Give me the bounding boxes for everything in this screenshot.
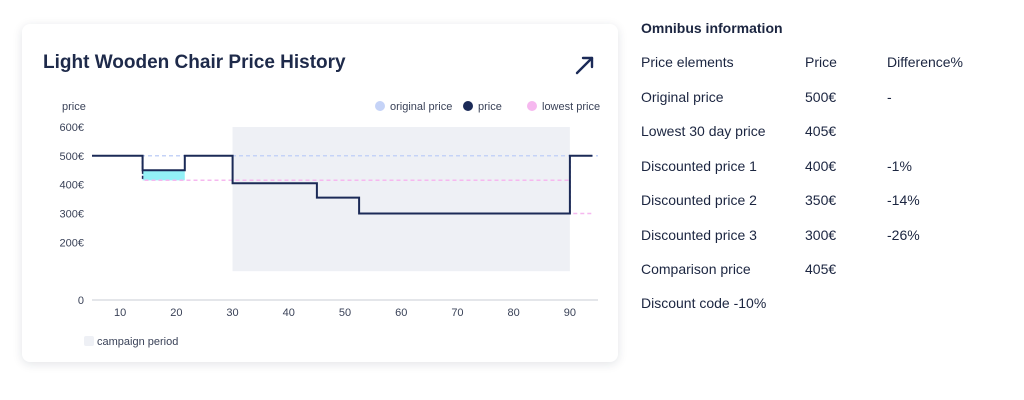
header-price-elements: Price elements xyxy=(641,54,734,70)
table-row: Comparison price 405€ xyxy=(641,261,1011,281)
row-price: 405€ xyxy=(805,261,837,277)
y-tick-label: 0 xyxy=(78,295,84,307)
y-tick-label: 300€ xyxy=(60,209,84,221)
row-price: 300€ xyxy=(805,227,837,243)
row-label: Discount code -10% xyxy=(641,295,767,311)
row-price: 400€ xyxy=(805,158,837,174)
row-label: Lowest 30 day price xyxy=(641,123,766,139)
price-history-chart: 0 200€ 300€ 400€ 500€ 600€ price 10 20 30 40 50 60 70… xyxy=(60,101,600,348)
row-label: Original price xyxy=(641,89,724,105)
below-lowest-fill xyxy=(142,170,185,181)
x-tick-label: 60 xyxy=(395,307,407,319)
row-price: 500€ xyxy=(805,89,837,105)
omnibus-header-row: Price elements Price Difference% xyxy=(641,54,1011,74)
row-difference: - xyxy=(887,89,892,105)
x-tick-label: 90 xyxy=(564,307,576,319)
legend-label: lowest price xyxy=(542,101,600,113)
omnibus-title: Omnibus information xyxy=(641,20,783,36)
price-history-card: Light Wooden Chair Price History 0 200€ 30… xyxy=(22,24,618,362)
y-tick-label: 200€ xyxy=(60,237,84,249)
expand-icon[interactable] xyxy=(574,54,596,76)
row-price: 350€ xyxy=(805,192,837,208)
card-title: Light Wooden Chair Price History xyxy=(43,52,346,73)
table-row: Discounted price 1 400€ -1% xyxy=(641,158,1011,178)
row-difference: -14% xyxy=(887,192,920,208)
y-tick-label: 500€ xyxy=(60,151,84,163)
table-row: Discount code -10% xyxy=(641,295,1011,315)
legend-swatch xyxy=(463,101,473,111)
campaign-legend-swatch xyxy=(84,336,94,346)
legend-swatch xyxy=(375,101,385,111)
series-price xyxy=(92,154,593,215)
table-row: Discounted price 3 300€ -26% xyxy=(641,227,1011,247)
row-price: 405€ xyxy=(805,123,837,139)
row-difference: -1% xyxy=(887,158,912,174)
row-label: Discounted price 2 xyxy=(641,192,757,208)
x-tick-label: 80 xyxy=(508,307,520,319)
x-tick-label: 20 xyxy=(170,307,182,319)
x-tick-label: 10 xyxy=(114,307,126,319)
x-tick-label: 40 xyxy=(283,307,295,319)
legend-label: original price xyxy=(390,101,452,113)
row-label: Discounted price 1 xyxy=(641,158,757,174)
table-row: Original price 500€ - xyxy=(641,89,1011,109)
table-row: Lowest 30 day price 405€ xyxy=(641,123,1011,143)
row-label: Comparison price xyxy=(641,261,751,277)
legend-label: price xyxy=(478,101,502,113)
x-tick-label: 50 xyxy=(339,307,351,319)
header-price: Price xyxy=(805,54,837,70)
y-tick-label: 600€ xyxy=(60,122,84,134)
x-tick-label: 30 xyxy=(226,307,238,319)
y-axis-label: price xyxy=(62,101,86,113)
campaign-period-band xyxy=(232,127,570,272)
y-tick-label: 400€ xyxy=(60,180,84,192)
header-difference: Difference% xyxy=(887,54,964,70)
table-row: Discounted price 2 350€ -14% xyxy=(641,192,1011,212)
row-difference: -26% xyxy=(887,227,920,243)
x-tick-label: 70 xyxy=(451,307,463,319)
row-label: Discounted price 3 xyxy=(641,227,757,243)
legend-swatch xyxy=(527,101,537,111)
campaign-legend-label: campaign period xyxy=(97,336,178,348)
